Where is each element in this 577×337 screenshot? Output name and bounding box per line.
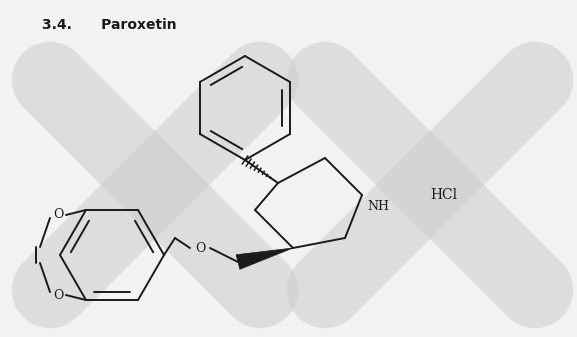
Text: O: O: [53, 209, 63, 221]
Text: NH: NH: [367, 200, 389, 213]
Text: 3.4.      Paroxetin: 3.4. Paroxetin: [42, 18, 177, 32]
Text: HCl: HCl: [430, 188, 457, 202]
Text: O: O: [53, 288, 63, 302]
Text: O: O: [195, 242, 205, 254]
Polygon shape: [236, 248, 293, 269]
